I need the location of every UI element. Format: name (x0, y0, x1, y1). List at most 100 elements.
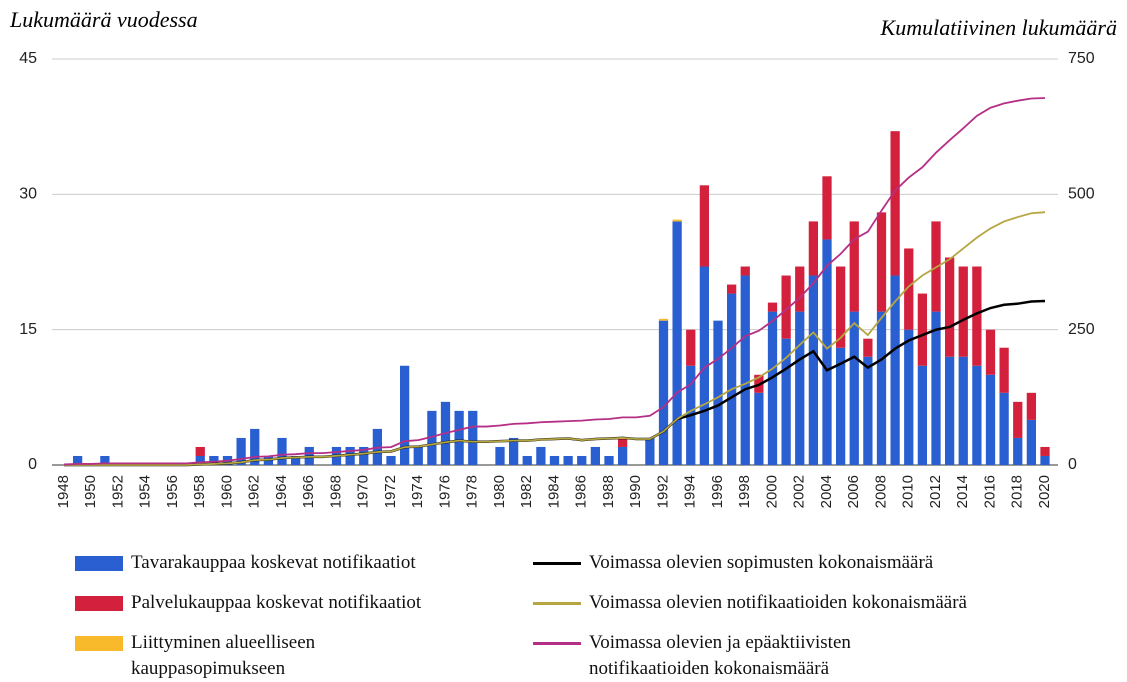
bar-segment (999, 347, 1009, 393)
bar-segment (917, 365, 928, 465)
bar-segment (563, 455, 573, 465)
x-tick-label: 1960 (218, 475, 235, 508)
bar-segment (1013, 401, 1023, 438)
legend-swatch (533, 602, 581, 605)
bar-segment (658, 318, 669, 321)
bar-segment (835, 347, 846, 465)
legend-item: Liittyminen alueelliseen kauppasopimukse… (75, 632, 391, 682)
legend-label: Voimassa olevien ja epäaktiivisten notif… (589, 632, 851, 679)
bar-segment (890, 275, 900, 465)
bar-segment (236, 437, 246, 465)
y2-tick-label: 500 (1068, 186, 1095, 203)
bar-segment (1040, 446, 1050, 456)
bar-segment (699, 266, 710, 465)
x-tick-label: 2000 (763, 475, 780, 508)
bar-segment (468, 410, 478, 465)
y-tick-label: 45 (19, 50, 37, 67)
bar-segment (917, 293, 928, 366)
legend-label: Liittyminen alueelliseen kauppasopimukse… (131, 632, 316, 679)
x-tick-label: 1948 (55, 475, 72, 508)
legend-swatch (75, 636, 123, 651)
bar-segment (781, 275, 791, 339)
bar-segment (454, 410, 464, 465)
bar-segment (985, 374, 996, 465)
bar-segment (944, 356, 955, 465)
bar-segment (617, 446, 628, 465)
x-tick-label: 1984 (545, 475, 562, 508)
bar-segment (958, 266, 968, 357)
x-tick-label: 1992 (654, 475, 671, 508)
bar-segment (1040, 455, 1050, 465)
x-tick-label: 1980 (491, 475, 508, 508)
bar-segment (822, 176, 832, 240)
legend-item: Voimassa olevien sopimusten kokonaismäär… (533, 552, 1029, 576)
bar-segment (972, 365, 982, 465)
x-tick-label: 2002 (791, 475, 808, 508)
bar-segment (195, 446, 205, 456)
bar-segment (767, 311, 778, 465)
bar-segment (740, 275, 750, 465)
bar-segment (958, 356, 968, 465)
y2-axis-title: Kumulatiivinen lukumäärä (880, 15, 1117, 40)
bar-segment (726, 293, 737, 465)
bar-segment (699, 185, 710, 267)
x-tick-label: 2016 (981, 475, 998, 508)
x-tick-label: 1964 (273, 475, 290, 508)
x-tick-label: 2006 (845, 475, 862, 508)
bar-segment (904, 248, 914, 330)
bar-segment (577, 455, 587, 465)
x-tick-label: 1950 (82, 475, 99, 508)
bar-segment (972, 266, 982, 366)
x-tick-label: 1952 (109, 475, 126, 508)
bar-segment (781, 338, 791, 465)
bar-segment (522, 455, 532, 465)
line (63, 97, 1046, 466)
legend-item: Tavarakauppaa koskevat notifikaatiot (75, 552, 491, 576)
bar-segment (808, 275, 819, 465)
bar-segment (345, 446, 355, 465)
y-tick-label: 30 (19, 186, 37, 203)
legend-label: Tavarakauppaa koskevat notifikaatiot (131, 552, 416, 573)
legend-label: Palvelukauppaa koskevat notifikaatiot (131, 592, 422, 613)
bar-segment (835, 266, 846, 348)
y2-tick-label: 750 (1068, 50, 1095, 67)
x-tick-label: 2008 (872, 475, 889, 508)
legend-swatch (533, 642, 581, 645)
bar-segment (849, 221, 859, 312)
x-tick-label: 1976 (436, 475, 453, 508)
bar-segment (985, 329, 996, 375)
x-tick-label: 1990 (627, 475, 644, 508)
x-tick-label: 1970 (355, 475, 372, 508)
bar-segment (72, 455, 83, 465)
bar-segment (617, 437, 628, 447)
legend-label: Voimassa olevien notifikaatioiden kokona… (589, 592, 967, 613)
bar-segment (931, 311, 941, 465)
x-tick-label: 1988 (600, 475, 617, 508)
legend-swatch (75, 556, 123, 571)
x-tick-label: 1966 (300, 475, 317, 508)
bar-segment (549, 455, 560, 465)
y-tick-label: 0 (28, 456, 37, 473)
bar-segment (536, 446, 546, 465)
bar-segment (890, 131, 900, 276)
bar-segment (590, 446, 601, 465)
x-tick-label: 2020 (1036, 475, 1053, 508)
bar-segment (427, 410, 437, 465)
bar-segment (876, 311, 887, 465)
bar-segment (290, 455, 301, 465)
bar-segment (100, 455, 110, 465)
bar-segment (1026, 392, 1037, 420)
bar-segment (277, 437, 287, 465)
bar-segment (999, 392, 1009, 465)
bar-segment (876, 212, 887, 312)
bar-segment (713, 320, 723, 465)
bar-segment (944, 257, 955, 357)
x-tick-label: 1974 (409, 475, 426, 508)
bar-segment (209, 455, 219, 465)
bar-segment (754, 392, 764, 465)
bar-segment (645, 437, 655, 465)
x-tick-label: 1986 (573, 475, 590, 508)
legend-label: Voimassa olevien sopimusten kokonaismäär… (589, 552, 934, 573)
bar-segment (658, 320, 669, 465)
bar-segment (686, 329, 696, 366)
